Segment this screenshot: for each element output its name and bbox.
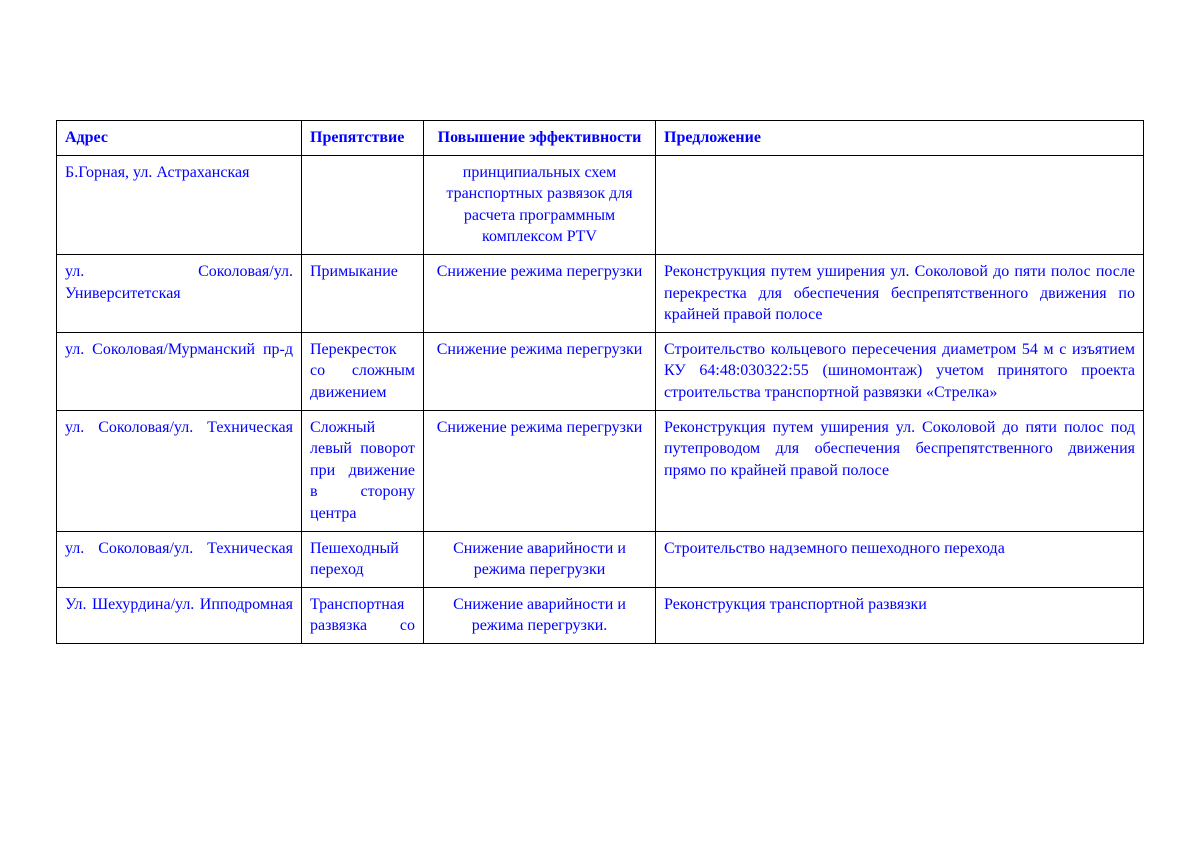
cell-obstacle: Перекресток со сложным движением [302,332,424,410]
cell-address: Ул. Шехурдина/ул. Ипподромная [57,587,302,643]
table-row: ул. Соколовая/ул. Техническая Сложный ле… [57,410,1144,531]
table-body: Б.Горная, ул. Астраханская принципиальны… [57,155,1144,643]
cell-obstacle: Транспортная развязка со [302,587,424,643]
table-row: Ул. Шехурдина/ул. Ипподромная Транспортн… [57,587,1144,643]
cell-efficiency: Снижение режима перегрузки [424,410,656,531]
cell-efficiency: Снижение аварийности и режима перегрузки… [424,587,656,643]
col-header-efficiency: Повышение эффективности [424,121,656,156]
cell-obstacle: Пешеходный переход [302,531,424,587]
cell-address: ул. Соколовая/Мурманский пр-д [57,332,302,410]
cell-obstacle: Сложный левый поворот при движение в сто… [302,410,424,531]
col-header-proposal: Предложение [656,121,1144,156]
table-row: ул. Соколовая/ул. Техническая Пешеходный… [57,531,1144,587]
cell-efficiency: Снижение режима перегрузки [424,332,656,410]
cell-proposal: Строительство кольцевого пересечения диа… [656,332,1144,410]
table-row: ул. Соколовая/ул. Университетская Примык… [57,254,1144,332]
cell-obstacle [302,155,424,254]
table-header-row: Адрес Препятствие Повышение эффективност… [57,121,1144,156]
table-row: Б.Горная, ул. Астраханская принципиальны… [57,155,1144,254]
cell-address: Б.Горная, ул. Астраханская [57,155,302,254]
cell-proposal: Реконструкция путем уширения ул. Соколов… [656,410,1144,531]
cell-proposal: Реконструкция путем уширения ул. Соколов… [656,254,1144,332]
cell-address: ул. Соколовая/ул. Университетская [57,254,302,332]
cell-efficiency: принципиальных схем транспортных развязо… [424,155,656,254]
cell-proposal: Строительство надземного пешеходного пер… [656,531,1144,587]
cell-efficiency: Снижение аварийности и режима перегрузки [424,531,656,587]
cell-proposal [656,155,1144,254]
col-header-address: Адрес [57,121,302,156]
cell-proposal: Реконструкция транспортной развязки [656,587,1144,643]
col-header-obstacle: Препятствие [302,121,424,156]
cell-obstacle: Примыкание [302,254,424,332]
cell-efficiency: Снижение режима перегрузки [424,254,656,332]
table-row: ул. Соколовая/Мурманский пр-д Перекресто… [57,332,1144,410]
cell-address: ул. Соколовая/ул. Техническая [57,410,302,531]
traffic-table: Адрес Препятствие Повышение эффективност… [56,120,1144,644]
cell-address: ул. Соколовая/ул. Техническая [57,531,302,587]
